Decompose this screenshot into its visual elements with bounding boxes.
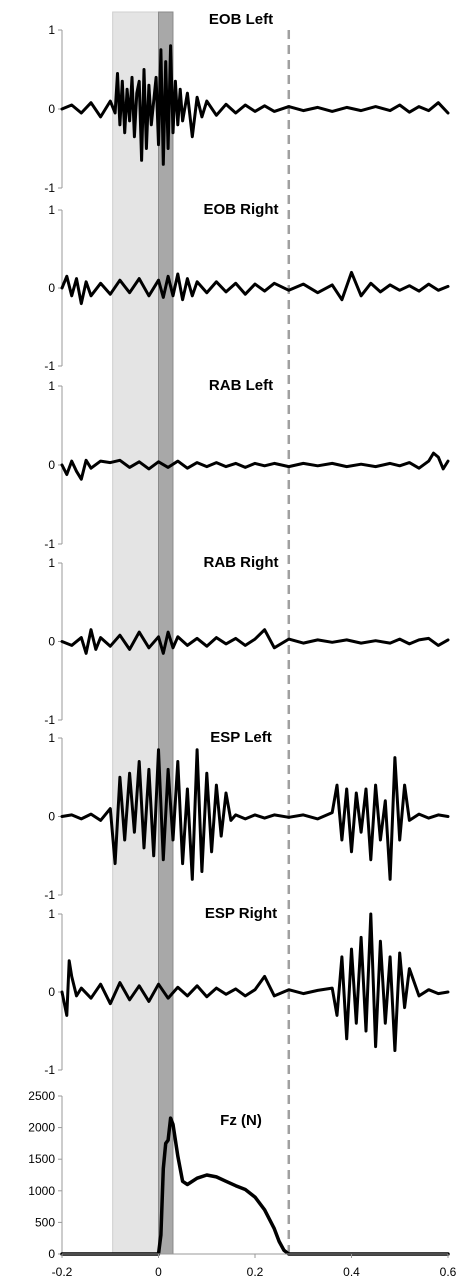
shaded-region-1 xyxy=(112,11,159,1255)
y-tick-label: 1 xyxy=(48,907,55,921)
y-tick-label: 0 xyxy=(48,458,55,472)
y-tick-label: -1 xyxy=(44,1063,55,1077)
y-tick-label: 1 xyxy=(48,731,55,745)
series-line xyxy=(60,912,450,1052)
y-tick-label: 0 xyxy=(48,810,55,824)
panel-7: 2500 2000 1500 1000 500 0 Fz (N) xyxy=(28,1089,450,1261)
series-line xyxy=(60,270,450,306)
y-tick-label: 1 xyxy=(48,203,55,217)
y-tick-label: -1 xyxy=(44,713,55,727)
series-line xyxy=(60,1116,450,1256)
y-tick-label: -1 xyxy=(44,181,55,195)
y-tick-label: -1 xyxy=(44,359,55,373)
panel-1: 1 0 -1 EOB Left xyxy=(44,11,450,195)
y-tick-label: -1 xyxy=(44,888,55,902)
y-tick-label: 1000 xyxy=(28,1184,55,1198)
x-tick-label: 0.6 xyxy=(440,1265,457,1279)
y-tick-label: 0 xyxy=(48,1247,55,1261)
y-tick-label: 0 xyxy=(48,102,55,116)
x-axis: -0.2 0 0.2 0.4 0.6 xyxy=(52,1253,457,1279)
panel-title: RAB Right xyxy=(204,554,279,571)
panel-3: 1 0 -1 RAB Left xyxy=(44,377,450,551)
y-tick-label: 1500 xyxy=(28,1152,55,1166)
y-tick-label: 500 xyxy=(35,1215,55,1229)
panels-layer: 1 0 -1 EOB Left 1 0 -1 EOB Right 1 0 -1 RAB Left 1 0 -… xyxy=(28,11,450,1261)
y-tick-label: 1 xyxy=(48,23,55,37)
y-tick-label: 2000 xyxy=(28,1121,55,1135)
y-tick-label: 0 xyxy=(48,985,55,999)
series-line xyxy=(60,628,450,655)
y-tick-label: -1 xyxy=(44,537,55,551)
panel-4: 1 0 -1 RAB Right xyxy=(44,554,450,727)
y-tick-label: 0 xyxy=(48,635,55,649)
panel-5: 1 0 -1 ESP Left xyxy=(44,729,450,902)
panel-2: 1 0 -1 EOB Right xyxy=(44,201,450,373)
series-line xyxy=(60,451,450,481)
series-line xyxy=(60,748,450,881)
y-tick-label: 1 xyxy=(48,556,55,570)
y-tick-label: 0 xyxy=(48,281,55,295)
x-tick-label: 0.2 xyxy=(247,1265,264,1279)
panel-title: EOB Right xyxy=(204,201,279,218)
panel-title: ESP Left xyxy=(210,729,271,746)
panel-title: RAB Left xyxy=(209,377,273,394)
panel-title: EOB Left xyxy=(209,11,273,28)
x-tick-label: -0.2 xyxy=(52,1265,73,1279)
panel-title: Fz (N) xyxy=(220,1112,262,1129)
panel-6: 1 0 -1 ESP Right xyxy=(44,905,450,1077)
panel-title: ESP Right xyxy=(205,905,277,922)
shading-layer xyxy=(112,11,174,1255)
series-line xyxy=(60,44,450,166)
shaded-region-2 xyxy=(158,11,174,1255)
y-tick-label: 2500 xyxy=(28,1089,55,1103)
y-tick-label: 1 xyxy=(48,379,55,393)
x-tick-label: 0.4 xyxy=(343,1265,360,1279)
x-tick-label: 0 xyxy=(155,1265,162,1279)
